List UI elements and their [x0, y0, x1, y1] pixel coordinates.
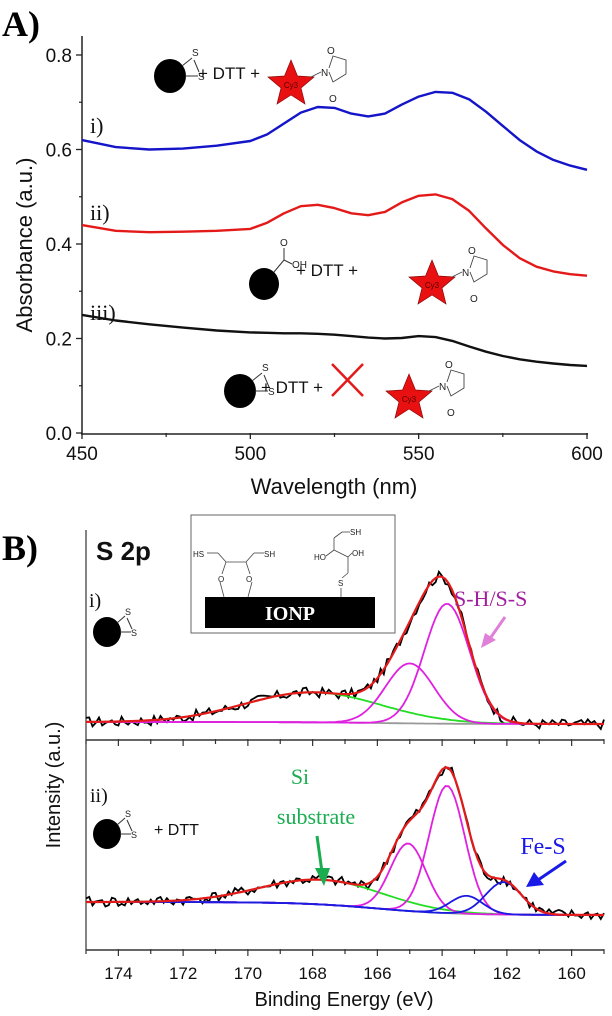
scheme-i-text: + DTT +	[198, 64, 260, 83]
x-tick-label: 164	[428, 964, 456, 983]
panel-b-chart: 174 172 170 168 166 164 162 160 S 2p Binding En…	[43, 514, 605, 1011]
scheme-iii: S S + DTT + Cy3 N O O	[224, 360, 465, 419]
envelope-fit-line	[86, 766, 604, 917]
x-tick-label: 162	[493, 964, 521, 983]
disulfide-nanoparticle-icon: S S	[224, 363, 275, 408]
svg-text:O: O	[218, 575, 224, 584]
subplot-label-ii: ii)	[90, 785, 108, 807]
carboxyl-nanoparticle-icon: O OH	[249, 238, 307, 300]
svg-text:Cy3: Cy3	[402, 395, 417, 404]
svg-text:O: O	[447, 408, 455, 419]
fe-s-label: Fe-S	[520, 834, 565, 860]
envelope-fit-line	[86, 575, 604, 726]
si-substrate-label: substrate	[277, 804, 355, 829]
x-tick-label: 174	[104, 964, 132, 983]
svg-text:S: S	[338, 579, 343, 588]
svg-text:S: S	[125, 607, 131, 617]
disulfide-nanoparticle-icon: S S	[93, 809, 137, 849]
svg-text:O: O	[246, 575, 252, 584]
y-tick-label: 0.8	[46, 46, 72, 67]
svg-text:O: O	[445, 360, 453, 371]
svg-text:Cy3: Cy3	[425, 281, 440, 290]
panel-b-x-label: Binding Energy (eV)	[255, 989, 434, 1011]
si-substrate-arrow-icon	[315, 835, 330, 886]
scheme-i: S S + DTT + Cy3 N O O	[154, 46, 347, 105]
panel-b-y-label: Intensity (a.u.)	[43, 722, 65, 849]
svg-text:O: O	[470, 294, 478, 305]
svg-text:O: O	[280, 238, 288, 249]
panel-a-chart: 0.0 0.2 0.4 0.6 0.8 450 500 550 600 Wavelength …	[12, 36, 603, 499]
scheme-ii-text: + DTT +	[296, 261, 358, 280]
ionp-particle	[205, 597, 375, 628]
scheme-iii-text: + DTT +	[261, 378, 323, 397]
svg-text:HO: HO	[314, 553, 326, 562]
series-label-ii: ii)	[90, 200, 110, 225]
svg-text:SH: SH	[350, 528, 361, 537]
panel-b-label: B)	[2, 528, 38, 568]
x-tick-label: 172	[169, 964, 197, 983]
svg-text:S: S	[131, 628, 137, 638]
y-tick-label: 0.6	[46, 141, 72, 162]
panel-b-title: S 2p	[96, 536, 151, 566]
disulfide-nanoparticle-icon: S S	[93, 607, 137, 647]
panel-a-y-label: Absorbance (a.u.)	[12, 158, 37, 333]
svg-text:SH: SH	[264, 550, 275, 559]
x-tick-label: 450	[66, 444, 98, 465]
y-tick-label: 0.0	[46, 424, 72, 445]
cy3-maleimide-icon: Cy3 N O O	[408, 246, 488, 305]
svg-text:S: S	[192, 48, 199, 59]
svg-text:O: O	[329, 94, 337, 105]
svg-text:OH: OH	[352, 549, 364, 558]
si-label: Si	[291, 764, 309, 789]
series-line-3	[81, 313, 588, 368]
x-tick-label: 168	[298, 964, 326, 983]
x-tick-label: 170	[234, 964, 262, 983]
subplot-ii-annotation: + DTT	[154, 822, 199, 839]
series-line-2	[81, 193, 588, 277]
x-tick-label: 166	[363, 964, 391, 983]
svg-text:S: S	[268, 387, 275, 398]
series-label-i: i)	[90, 113, 103, 138]
ionp-label: IONP	[265, 603, 315, 625]
svg-text:N: N	[439, 382, 446, 393]
crossed-out-mark-icon	[331, 363, 364, 397]
ionp-inset: IONP HS SH	[190, 514, 396, 634]
scheme-ii: O OH + DTT + Cy3 N O O	[249, 238, 488, 305]
subplot-label-i: i)	[89, 590, 101, 612]
series-label-iii: iii)	[90, 300, 116, 325]
y-tick-label: 0.4	[46, 235, 73, 256]
fe-s-arrow-icon	[526, 859, 567, 887]
svg-text:S: S	[198, 72, 205, 83]
svg-text:HS: HS	[193, 550, 204, 559]
panel-a-label: A)	[2, 4, 40, 44]
panel-a-x-label: Wavelength (nm)	[251, 474, 418, 499]
svg-text:S: S	[262, 363, 269, 374]
svg-text:O: O	[327, 46, 335, 57]
svg-text:S: S	[131, 830, 137, 840]
svg-text:N: N	[462, 268, 469, 279]
y-tick-label: 0.2	[46, 330, 72, 351]
cy3-maleimide-icon: Cy3 N O O	[267, 46, 347, 105]
svg-text:N: N	[321, 68, 328, 79]
sh-ss-arrow-icon	[481, 616, 507, 648]
sh-ss-label: S-H/S-S	[454, 586, 527, 611]
cy3-maleimide-icon: Cy3 N O O	[385, 360, 465, 419]
x-tick-label: 160	[557, 964, 585, 983]
x-tick-label: 550	[403, 444, 435, 465]
svg-text:O: O	[468, 246, 476, 257]
svg-text:Cy3: Cy3	[284, 81, 299, 90]
svg-text:OH: OH	[292, 260, 307, 271]
series-line-1	[81, 90, 588, 171]
svg-text:S: S	[125, 809, 131, 819]
disulfide-nanoparticle-icon: S S	[154, 48, 205, 93]
x-tick-label: 500	[234, 444, 266, 465]
x-tick-label: 600	[571, 444, 603, 465]
